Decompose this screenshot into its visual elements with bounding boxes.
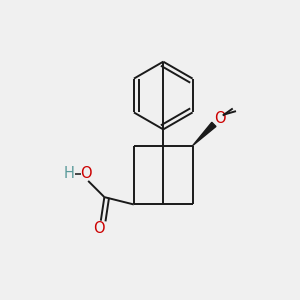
Polygon shape [193,122,216,146]
Text: O: O [94,221,105,236]
Text: O: O [80,166,92,181]
Text: O: O [214,111,226,126]
Text: H: H [64,166,75,181]
